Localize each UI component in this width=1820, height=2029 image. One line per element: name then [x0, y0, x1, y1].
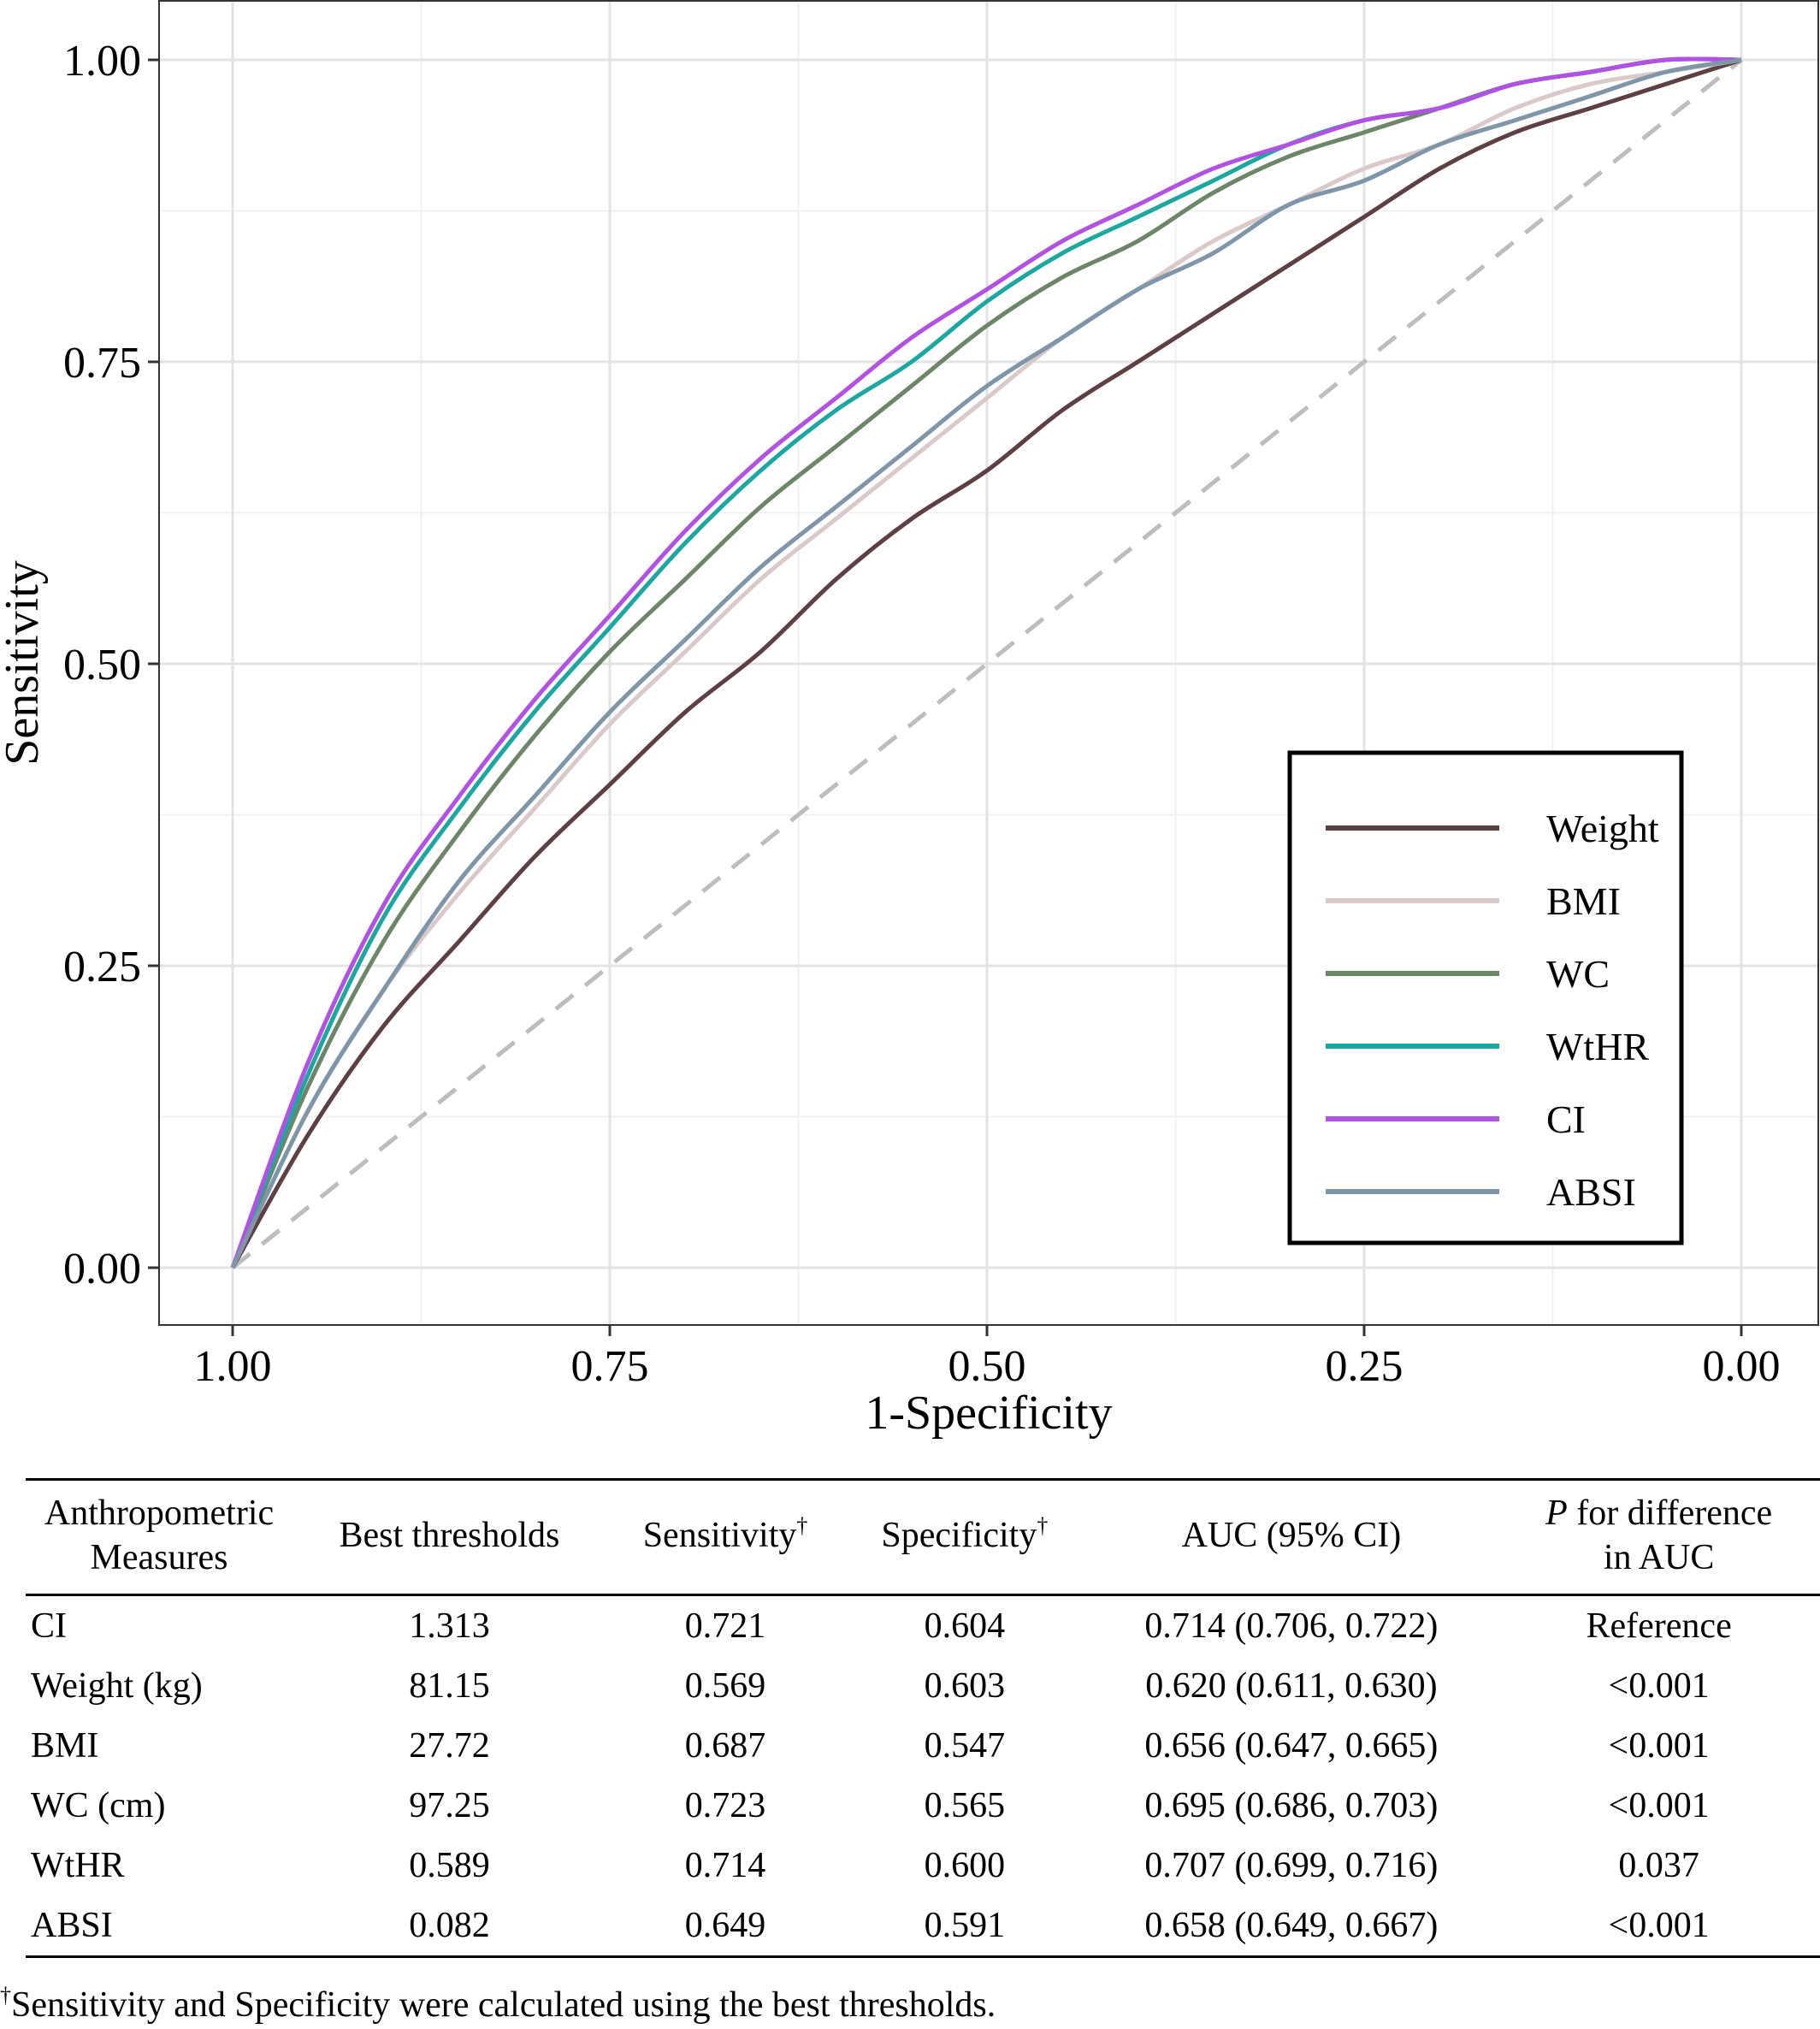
cell-specificity: 0.604	[924, 1606, 1006, 1646]
y-tick-label: 0.25	[63, 943, 141, 991]
y-tick-label: 0.50	[63, 641, 141, 689]
header-p-line2: in AUC	[1603, 1538, 1715, 1577]
legend-label-wc: WC	[1546, 952, 1610, 996]
legend-label-weight: Weight	[1546, 807, 1659, 850]
header-p-value: P for difference in AUC	[1498, 1480, 1820, 1595]
header-specificity-label: Specificity	[881, 1516, 1037, 1555]
cell-p-value: 0.037	[1618, 1846, 1699, 1885]
header-p-rest: for difference	[1567, 1494, 1773, 1533]
y-tick-label: 0.75	[63, 339, 141, 387]
legend-box	[1287, 750, 1684, 1245]
x-tick-label: 0.75	[571, 1342, 649, 1391]
cell-p-value: Reference	[1586, 1606, 1732, 1646]
cell-sensitivity: 0.649	[684, 1906, 766, 1945]
legend-label-bmi: BMI	[1546, 879, 1621, 923]
x-tick-label: 0.50	[948, 1342, 1026, 1391]
cell-auc: 0.714 (0.706, 0.722)	[1144, 1606, 1439, 1646]
cell-measure: CI	[31, 1606, 67, 1646]
table-body: CI 1.313 0.721 0.604 0.714 (0.706, 0.722) Ref…	[26, 1595, 1820, 1957]
plot-border	[158, 0, 1819, 1326]
cell-p-value: <0.001	[1608, 1666, 1710, 1706]
cell-sensitivity: 0.687	[684, 1726, 766, 1766]
x-tick-label: 0.25	[1326, 1342, 1403, 1391]
header-measures: Anthropometric Measures	[26, 1480, 292, 1595]
roc-line-bmi	[230, 57, 1742, 1269]
footnote-dagger: †	[0, 1983, 11, 2008]
x-axis-title: 1-Specificity	[865, 1387, 1112, 1440]
dagger-mark: †	[1037, 1513, 1049, 1538]
y-axis-title: Sensitivity	[0, 560, 49, 766]
table-row: ABSI 0.082 0.649 0.591 0.658 (0.649, 0.667) <…	[26, 1896, 1820, 1957]
cell-sensitivity: 0.723	[684, 1786, 766, 1825]
header-measures-line2: Measures	[90, 1538, 228, 1577]
roc-chart-svg: 0.00 0.25 0.50 0.75 1.00 1.00 0.75 0.50 0.25 0.00…	[0, 0, 1819, 1440]
y-tick-label: 1.00	[63, 37, 141, 86]
table-row: WC (cm) 97.25 0.723 0.565 0.695 (0.686, 0.70…	[26, 1776, 1820, 1836]
roc-chart: 0.00 0.25 0.50 0.75 1.00 1.00 0.75 0.50 0.25 0.00…	[0, 0, 1819, 1440]
cell-measure: BMI	[31, 1726, 99, 1766]
y-tick-label: 0.00	[63, 1245, 141, 1293]
x-tick-label: 1.00	[194, 1342, 272, 1391]
table-header-row: Anthropometric Measures Best thresholds …	[26, 1479, 1820, 1595]
cell-measure: WtHR	[31, 1846, 125, 1885]
roc-line-ci	[230, 56, 1742, 1269]
cell-measure: ABSI	[31, 1906, 113, 1945]
legend-label-ci: CI	[1546, 1097, 1586, 1141]
cell-threshold: 0.589	[409, 1846, 490, 1885]
cell-auc: 0.620 (0.611, 0.630)	[1145, 1666, 1438, 1706]
table-row: Weight (kg) 81.15 0.569 0.603 0.620 (0.611, …	[26, 1656, 1820, 1716]
cell-specificity: 0.591	[924, 1906, 1006, 1945]
header-thresholds: Best thresholds	[339, 1516, 560, 1555]
table-row: CI 1.313 0.721 0.604 0.714 (0.706, 0.722) Ref…	[26, 1595, 1820, 1657]
cell-sensitivity: 0.721	[684, 1606, 766, 1646]
cell-specificity: 0.603	[924, 1666, 1006, 1706]
header-p-italic: P	[1545, 1494, 1568, 1533]
legend-label-absi: ABSI	[1546, 1170, 1636, 1214]
header-measures-line1: Anthropometric	[44, 1494, 275, 1533]
header-specificity: Specificity†	[844, 1480, 1084, 1595]
table-row: WtHR 0.589 0.714 0.600 0.707 (0.699, 0.716) 0…	[26, 1836, 1820, 1896]
cell-auc: 0.656 (0.647, 0.665)	[1144, 1726, 1439, 1766]
stats-table: Anthropometric Measures Best thresholds …	[26, 1478, 1820, 1958]
x-tick-label: 0.00	[1703, 1342, 1781, 1391]
cell-p-value: <0.001	[1608, 1726, 1710, 1766]
header-sensitivity-label: Sensitivity	[642, 1516, 797, 1555]
footnote-text: Sensitivity and Specificity were calcula…	[11, 1985, 996, 2025]
roc-line-weight	[230, 57, 1742, 1269]
cell-threshold: 81.15	[409, 1666, 490, 1706]
cell-specificity: 0.565	[924, 1786, 1006, 1825]
header-auc: AUC (95% CI)	[1181, 1516, 1402, 1555]
cell-threshold: 97.25	[409, 1786, 490, 1825]
cell-p-value: <0.001	[1608, 1786, 1710, 1825]
cell-auc: 0.695 (0.686, 0.703)	[1144, 1786, 1439, 1825]
cell-auc: 0.658 (0.649, 0.667)	[1144, 1906, 1439, 1945]
dagger-mark: †	[796, 1513, 808, 1538]
roc-line-absi	[230, 57, 1742, 1269]
cell-sensitivity: 0.569	[684, 1666, 766, 1706]
cell-threshold: 1.313	[409, 1606, 490, 1646]
cell-measure: Weight (kg)	[31, 1666, 203, 1706]
cell-specificity: 0.547	[924, 1726, 1006, 1766]
cell-threshold: 27.72	[409, 1726, 490, 1766]
cell-p-value: <0.001	[1608, 1906, 1710, 1945]
cell-sensitivity: 0.714	[684, 1846, 766, 1885]
reference-diagonal-line	[231, 58, 1743, 1269]
table-row: BMI 27.72 0.687 0.547 0.656 (0.647, 0.665) <0…	[26, 1716, 1820, 1776]
cell-auc: 0.707 (0.699, 0.716)	[1144, 1846, 1439, 1885]
footnote: †Sensitivity and Specificity were calcul…	[0, 1983, 996, 2027]
header-sensitivity: Sensitivity†	[606, 1480, 844, 1595]
cell-measure: WC (cm)	[31, 1786, 166, 1825]
legend-label-wthr: WtHR	[1546, 1025, 1649, 1068]
cell-specificity: 0.600	[924, 1846, 1006, 1885]
cell-threshold: 0.082	[409, 1906, 490, 1945]
